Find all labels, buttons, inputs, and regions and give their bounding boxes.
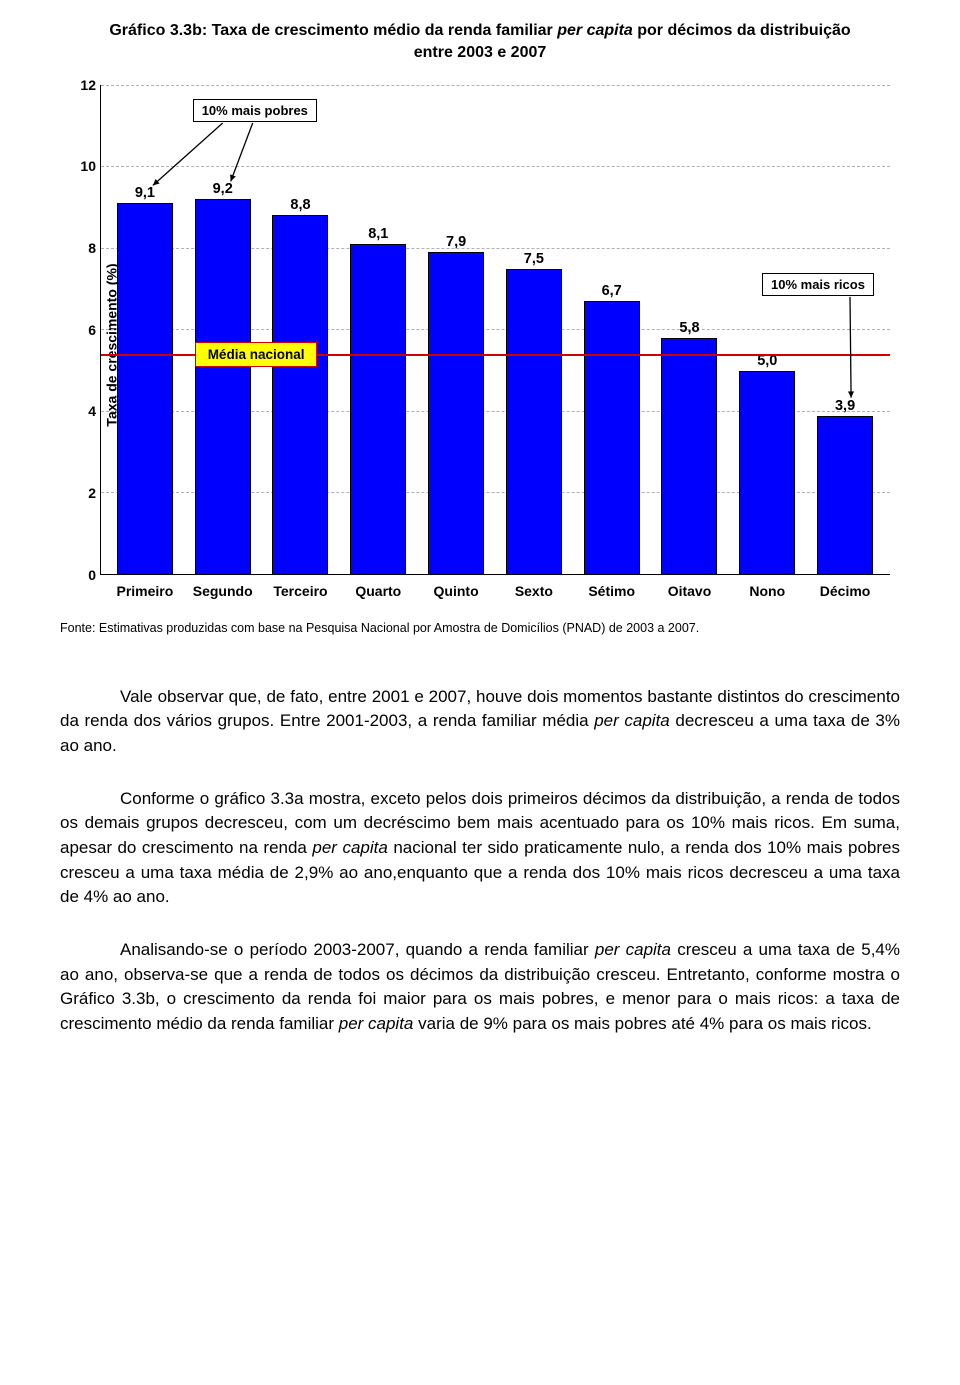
y-tick-label: 4 bbox=[72, 403, 96, 419]
x-tick-label: Quinto bbox=[417, 575, 495, 615]
bar-value-label: 8,1 bbox=[368, 226, 388, 242]
bar-value-label: 9,1 bbox=[135, 185, 155, 201]
y-tick-label: 0 bbox=[72, 567, 96, 583]
callout-pobres: 10% mais pobres bbox=[193, 99, 317, 122]
bar-value-label: 8,8 bbox=[290, 197, 310, 213]
bar-slot: 9,1 bbox=[106, 85, 184, 575]
bar bbox=[272, 215, 328, 574]
x-tick-label: Nono bbox=[728, 575, 806, 615]
x-axis-labels: PrimeiroSegundoTerceiroQuartoQuintoSexto… bbox=[100, 575, 890, 615]
title-part-1: Gráfico 3.3b: Taxa de crescimento médio … bbox=[109, 22, 557, 39]
bar-value-label: 3,9 bbox=[835, 398, 855, 414]
bar bbox=[350, 244, 406, 575]
bar-value-label: 6,7 bbox=[602, 283, 622, 299]
bar bbox=[117, 203, 173, 575]
bars-container: 9,1 9,2 8,8 8,1 7,9 7,5 6,7 5,8 5,0 3,9 bbox=[100, 85, 890, 575]
bar-slot: 9,2 bbox=[184, 85, 262, 575]
bar-value-label: 7,5 bbox=[524, 251, 544, 267]
text-italic: per capita bbox=[312, 838, 387, 857]
bar-slot: 5,8 bbox=[651, 85, 729, 575]
chart-container: Taxa de crescimento (%) 9,19,28,88,17,97… bbox=[60, 75, 900, 615]
y-tick-label: 8 bbox=[72, 240, 96, 256]
paragraph-3: Analisando-se o período 2003-2007, quand… bbox=[60, 938, 900, 1037]
x-tick-label: Décimo bbox=[806, 575, 884, 615]
bar-slot: 3,9 bbox=[806, 85, 884, 575]
bar-slot: 8,8 bbox=[262, 85, 340, 575]
bar-value-label: 7,9 bbox=[446, 234, 466, 250]
x-tick-label: Sexto bbox=[495, 575, 573, 615]
bar bbox=[584, 301, 640, 575]
bar-slot: 5,0 bbox=[728, 85, 806, 575]
x-tick-label: Oitavo bbox=[651, 575, 729, 615]
bar bbox=[661, 338, 717, 575]
bar-slot: 6,7 bbox=[573, 85, 651, 575]
chart-title: Gráfico 3.3b: Taxa de crescimento médio … bbox=[60, 20, 900, 65]
callout-ricos: 10% mais ricos bbox=[762, 273, 874, 296]
bar bbox=[506, 269, 562, 575]
y-tick-label: 6 bbox=[72, 322, 96, 338]
y-tick-label: 12 bbox=[72, 77, 96, 93]
x-tick-label: Segundo bbox=[184, 575, 262, 615]
bar-slot: 7,5 bbox=[495, 85, 573, 575]
source-note: Fonte: Estimativas produzidas com base n… bbox=[60, 621, 900, 635]
y-tick-label: 10 bbox=[72, 158, 96, 174]
x-tick-label: Sétimo bbox=[573, 575, 651, 615]
paragraph-1: Vale observar que, de fato, entre 2001 e… bbox=[60, 685, 900, 759]
bar-slot: 8,1 bbox=[339, 85, 417, 575]
bar bbox=[817, 416, 873, 575]
bar-value-label: 5,8 bbox=[679, 320, 699, 336]
bar-slot: 7,9 bbox=[417, 85, 495, 575]
callout-media: Média nacional bbox=[195, 342, 318, 367]
paragraph-2: Conforme o gráfico 3.3a mostra, exceto p… bbox=[60, 787, 900, 910]
x-tick-label: Primeiro bbox=[106, 575, 184, 615]
bar bbox=[195, 199, 251, 575]
bar bbox=[428, 252, 484, 575]
bar bbox=[739, 371, 795, 575]
text-italic: per capita bbox=[595, 940, 671, 959]
title-italic: per capita bbox=[557, 22, 633, 39]
text-italic: per capita bbox=[339, 1014, 414, 1033]
x-tick-label: Quarto bbox=[339, 575, 417, 615]
x-tick-label: Terceiro bbox=[262, 575, 340, 615]
text-italic: per capita bbox=[594, 711, 670, 730]
y-tick-label: 2 bbox=[72, 485, 96, 501]
text-span: varia de 9% para os mais pobres até 4% p… bbox=[413, 1014, 871, 1033]
bar-value-label: 9,2 bbox=[213, 181, 233, 197]
text-span: Analisando-se o período 2003-2007, quand… bbox=[120, 940, 595, 959]
